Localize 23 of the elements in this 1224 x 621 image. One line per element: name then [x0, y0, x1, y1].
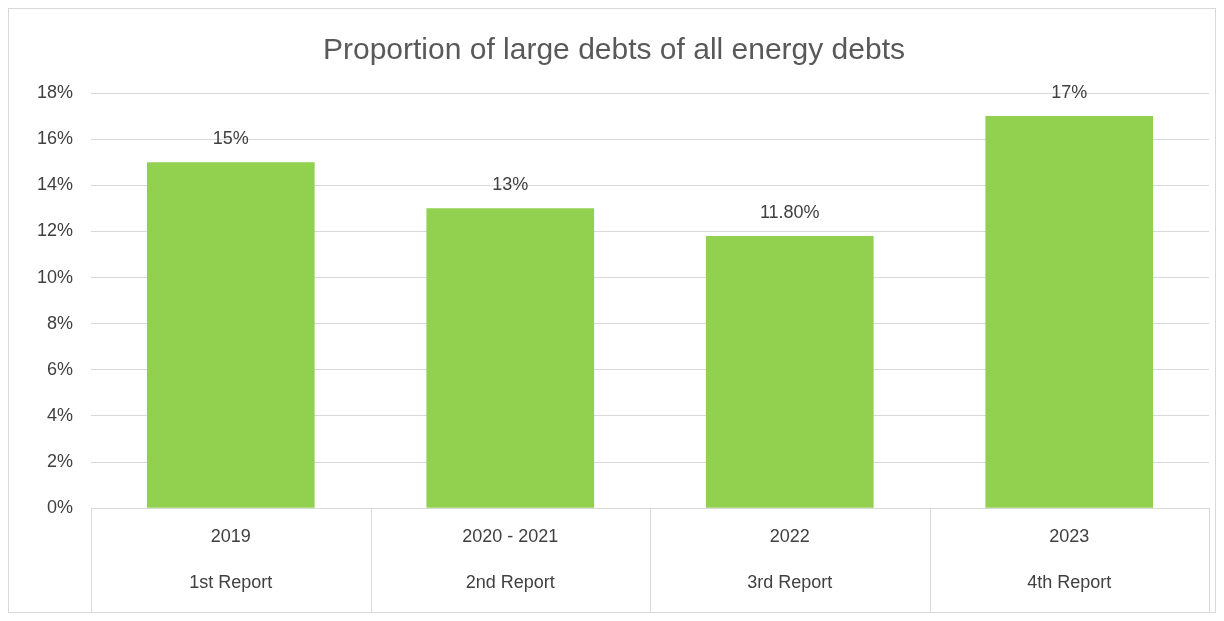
data-label: 11.80% — [759, 201, 820, 222]
y-tick-label: 14% — [37, 174, 74, 195]
bar — [705, 236, 874, 508]
data-label: 17% — [1051, 82, 1088, 103]
category-label: 2020 - 2021 2nd Report — [462, 526, 559, 593]
category-label: 2022 3rd Report — [747, 526, 833, 593]
bar — [146, 162, 315, 508]
category-label: 2023 4th Report — [1027, 526, 1112, 593]
bar — [985, 116, 1154, 508]
y-tick-label: 4% — [47, 404, 74, 425]
y-tick-label: 18% — [37, 81, 74, 102]
y-tick-label: 2% — [47, 451, 74, 472]
data-label: 15% — [212, 128, 249, 149]
category-label: 2019 1st Report — [189, 526, 273, 593]
y-tick-label: 0% — [47, 497, 74, 518]
y-tick-label: 16% — [37, 128, 74, 149]
data-label: 13% — [492, 174, 529, 195]
y-tick-label: 8% — [47, 312, 74, 333]
chart-title: Proportion of large debts of all energy debts — [322, 32, 906, 66]
y-tick-label: 12% — [37, 220, 74, 241]
y-tick-label: 10% — [37, 266, 74, 287]
bar — [426, 208, 595, 508]
y-tick-label: 6% — [47, 358, 74, 379]
